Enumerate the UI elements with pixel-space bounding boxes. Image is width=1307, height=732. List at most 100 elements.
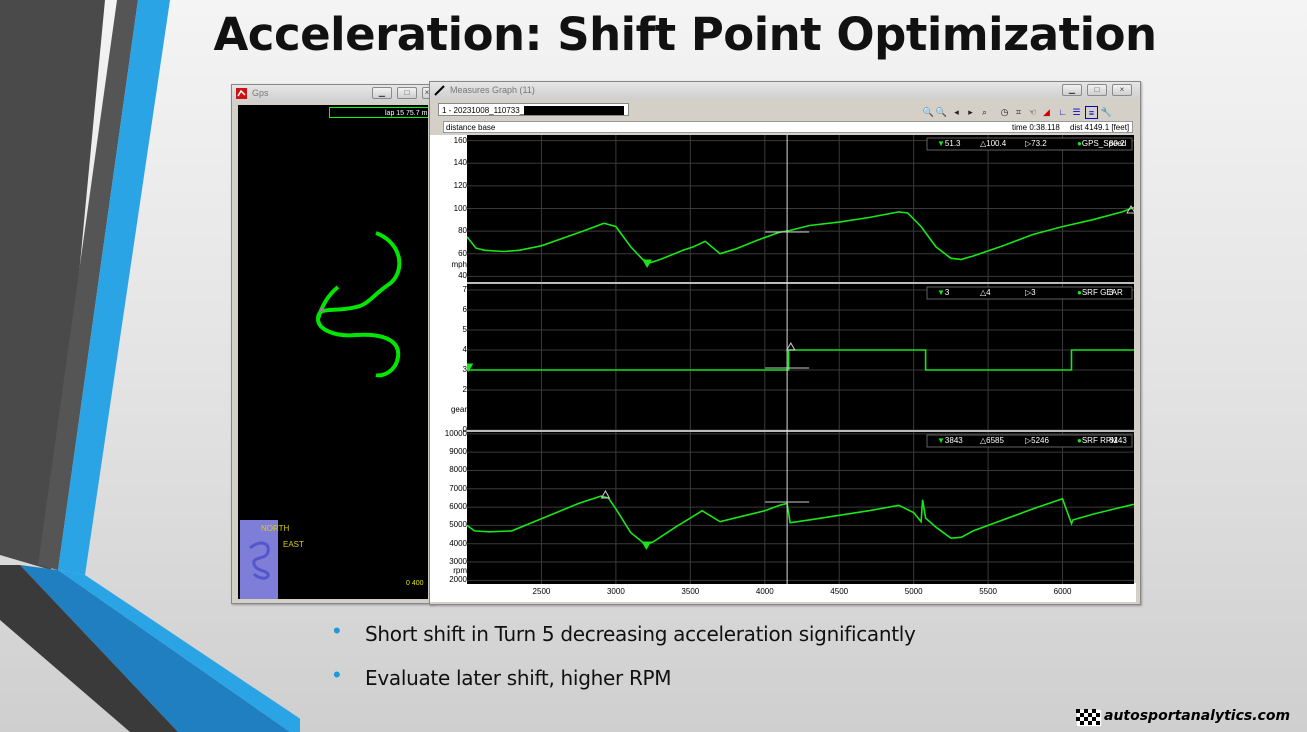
gps-window[interactable]: Gps ▁ □ × lap 15 75.7 m ✦ NORTH EAST 0 4… — [231, 84, 435, 604]
bullet-icon: • — [333, 662, 341, 687]
y-unit-label: mph — [451, 260, 467, 270]
lap-label: lap 15 75.7 m — [329, 107, 428, 118]
legend-item: ▷3 — [1025, 288, 1036, 297]
x-tick-label: 5500 — [979, 587, 997, 596]
gps-map[interactable]: lap 15 75.7 m ✦ NORTH EAST 0 400 — [238, 105, 428, 599]
legend-current-value: 3 — [1109, 288, 1114, 297]
graph-app-icon — [434, 85, 445, 96]
y-tick-label: 10000 — [444, 428, 467, 438]
axis-icon[interactable]: ∟ — [1058, 107, 1067, 117]
x-tick-label: 6000 — [1053, 587, 1072, 596]
y-tick-label: 5 — [462, 325, 467, 334]
min-marker — [641, 541, 652, 551]
maximize-button[interactable]: □ — [397, 87, 417, 99]
legend-item: ●SRF RPM — [1077, 436, 1118, 445]
y-tick-label: 8000 — [449, 465, 467, 475]
legend-box — [926, 137, 1133, 151]
bullet-2: Evaluate later shift, higher RPM — [365, 666, 672, 690]
y-tick-label: 2000 — [449, 575, 467, 585]
legend-item: ●SRF GEAR — [1077, 288, 1123, 297]
file-name: 1 - 20231008_110733_ — [442, 106, 525, 115]
legend-box — [926, 286, 1133, 300]
min-marker — [463, 363, 474, 373]
list-icon[interactable]: ☰ — [1072, 107, 1081, 117]
y-tick-label: 80 — [458, 226, 467, 236]
y-tick-label: 140 — [453, 158, 467, 168]
y-tick-label: 160 — [453, 135, 467, 145]
axis-base-label: distance base — [446, 123, 496, 132]
hand-icon[interactable]: ☜ — [1028, 107, 1037, 117]
wrench-icon[interactable]: 🔧 — [1100, 107, 1113, 117]
y-tick-label: 4000 — [449, 538, 467, 548]
cursor-right-icon[interactable]: ▸ — [968, 107, 973, 117]
legend-item: ▼51.3 — [937, 139, 961, 148]
maximize-button[interactable]: □ — [1087, 84, 1107, 96]
y-tick-label: 9000 — [449, 447, 467, 457]
legend-item: ▼3843 — [937, 436, 963, 445]
legend-item: △4 — [980, 288, 991, 297]
track-map: ✦ — [315, 231, 402, 378]
plot-canvas[interactable] — [463, 135, 1136, 584]
checkered-flag-icon — [1076, 709, 1102, 727]
car-position-icon: ✦ — [318, 305, 326, 315]
zoom-in-icon[interactable]: 🔍 — [922, 107, 935, 117]
plot-area[interactable] — [463, 135, 1136, 584]
minimize-button[interactable]: ▁ — [372, 87, 392, 99]
graph-info-bar: distance base time 0:38.118 dist 4149.1 … — [443, 121, 1133, 133]
y-tick-label: 2 — [462, 385, 467, 394]
x-tick-label: 4000 — [755, 587, 774, 596]
legend-item: ●GPS_Speed — [1077, 139, 1127, 148]
max-marker — [785, 341, 796, 351]
series-line-SRF-GEAR — [467, 349, 1134, 371]
y-tick-label: 5000 — [449, 520, 467, 530]
cursor-left-icon[interactable]: ◂ — [954, 107, 959, 117]
y-tick-label: 7000 — [449, 483, 467, 493]
map-scale: 0 400 — [406, 580, 424, 587]
bullet-1: Short shift in Turn 5 decreasing acceler… — [365, 622, 916, 646]
compass-north: NORTH — [261, 524, 290, 533]
x-tick-label: 5000 — [904, 587, 923, 596]
gps-titlebar[interactable]: Gps ▁ □ × — [232, 85, 434, 102]
gps-app-icon — [236, 88, 247, 99]
max-marker — [1126, 204, 1136, 214]
min-marker — [642, 259, 653, 269]
legend-item: △6585 — [980, 436, 1004, 445]
zoom-out-icon[interactable]: 🔍 — [935, 107, 948, 117]
bullet-icon: • — [333, 618, 341, 643]
fill-icon[interactable]: ◢ — [1043, 107, 1050, 117]
y-tick-label: 3000 — [449, 557, 467, 567]
time-readout: time 0:38.118 — [1012, 123, 1060, 132]
layout-icon[interactable]: ≡ — [1085, 106, 1098, 119]
clock-icon[interactable]: ◷ — [1000, 107, 1009, 117]
x-axis-area — [430, 583, 1136, 602]
y-tick-label: 40 — [458, 271, 467, 281]
minimize-button[interactable]: ▁ — [1062, 84, 1082, 96]
y-tick-label: 6 — [462, 305, 467, 314]
max-marker — [600, 489, 611, 499]
grid-icon[interactable]: ⌗ — [1015, 107, 1022, 117]
redaction-bar — [524, 106, 625, 115]
slide-title: Acceleration: Shift Point Optimization — [213, 8, 1157, 61]
y-tick-label: 60 — [458, 248, 467, 258]
minimap-track-icon — [249, 541, 270, 580]
y-tick-label: 4 — [462, 345, 467, 354]
y-tick-label: 0 — [462, 425, 467, 434]
y-unit-label: gear — [450, 405, 467, 414]
legend-item: △100.4 — [980, 139, 1007, 148]
zoom-reset-icon[interactable]: ⌕ — [981, 107, 988, 117]
file-selector[interactable]: 1 - 20231008_110733_ — [438, 103, 629, 116]
legend-item: ▷5246 — [1025, 436, 1049, 445]
y-tick-label: 120 — [453, 180, 467, 190]
minimap-panel[interactable] — [240, 520, 278, 599]
distance-readout: dist 4149.1 [feet] — [1070, 123, 1130, 132]
gps-window-title: Gps — [252, 88, 269, 98]
graph-titlebar[interactable]: Measures Graph (11) ▁ □ × — [430, 82, 1140, 99]
measures-graph-window[interactable]: Measures Graph (11) ▁ □ × 1 - 20231008_1… — [429, 81, 1141, 605]
y-axis-area — [430, 135, 467, 584]
y-tick-label: 100 — [453, 203, 467, 213]
y-tick-label: 6000 — [449, 502, 467, 512]
legend-box — [926, 434, 1133, 448]
y-tick-label: 3 — [462, 365, 467, 374]
close-button[interactable]: × — [1112, 84, 1132, 96]
legend-current-value: 6143 — [1109, 436, 1127, 445]
